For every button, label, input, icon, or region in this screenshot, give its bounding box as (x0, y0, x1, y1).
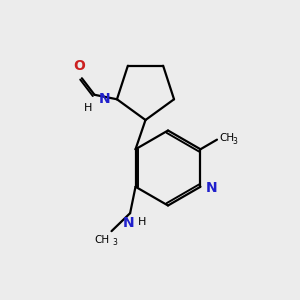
Text: CH: CH (94, 235, 109, 245)
Text: 3: 3 (233, 137, 238, 146)
Text: H: H (84, 103, 92, 113)
Text: H: H (138, 217, 146, 227)
Text: N: N (206, 181, 218, 195)
Text: O: O (73, 59, 85, 73)
Text: CH: CH (219, 133, 234, 143)
Text: 3: 3 (112, 238, 117, 247)
Text: N: N (99, 92, 110, 106)
Text: N: N (123, 215, 134, 230)
